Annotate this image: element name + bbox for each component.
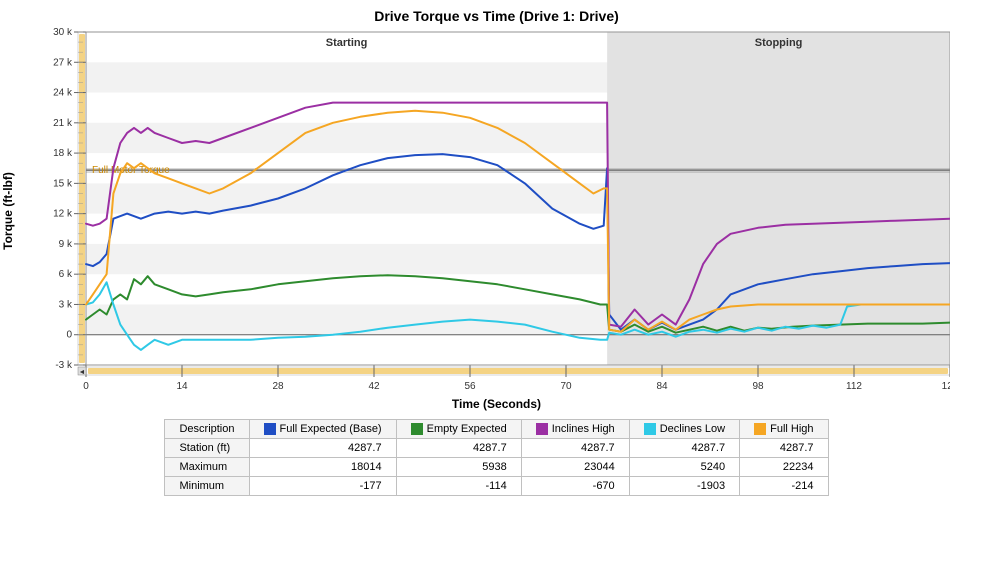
svg-text:◄: ◄ (79, 369, 86, 376)
svg-text:-3 k: -3 k (55, 360, 73, 371)
legend-col-header: Full Expected (Base) (249, 420, 396, 439)
table-cell: 23044 (521, 458, 629, 477)
svg-text:27 k: 27 k (53, 57, 73, 68)
line-chart: Starting Stopping -3 k 0 3 k 6 k 9 k 12 k 15 k 18… (50, 28, 950, 393)
svg-text:70: 70 (560, 381, 572, 392)
svg-text:84: 84 (656, 381, 668, 392)
table-cell: 4287.7 (249, 439, 396, 458)
svg-text:56: 56 (464, 381, 476, 392)
svg-text:12 k: 12 k (53, 209, 73, 220)
svg-text:30 k: 30 k (53, 28, 73, 38)
table-row-header: Maximum (165, 458, 249, 477)
table-cell: -670 (521, 477, 629, 496)
svg-text:9 k: 9 k (59, 239, 73, 250)
legend-swatch (536, 423, 548, 435)
table-row-header: Minimum (165, 477, 249, 496)
table-header: Description (165, 420, 249, 439)
x-axis-label: Time (Seconds) (0, 393, 993, 419)
svg-text:28: 28 (272, 381, 284, 392)
table-cell: 5240 (629, 458, 739, 477)
legend-table-wrap: DescriptionFull Expected (Base)Empty Exp… (0, 419, 993, 496)
svg-text:0: 0 (83, 381, 89, 392)
table-cell: 5938 (396, 458, 521, 477)
legend-swatch (644, 423, 656, 435)
svg-text:15 k: 15 k (53, 178, 73, 189)
svg-text:18 k: 18 k (53, 148, 73, 159)
chart-title: Drive Torque vs Time (Drive 1: Drive) (0, 0, 993, 28)
svg-text:3 k: 3 k (59, 299, 73, 310)
legend-swatch (754, 423, 766, 435)
svg-text:14: 14 (176, 381, 188, 392)
legend-col-header: Full High (740, 420, 828, 439)
table-cell: 4287.7 (396, 439, 521, 458)
svg-text:126: 126 (942, 381, 950, 392)
svg-text:Starting: Starting (326, 37, 368, 49)
legend-table: DescriptionFull Expected (Base)Empty Exp… (164, 419, 828, 496)
table-cell: 4287.7 (629, 439, 739, 458)
legend-swatch (411, 423, 423, 435)
table-cell: 22234 (740, 458, 828, 477)
table-cell: -114 (396, 477, 521, 496)
svg-text:Stopping: Stopping (755, 37, 803, 49)
y-axis-label: Torque (ft-lbf) (1, 172, 15, 250)
table-cell: 4287.7 (740, 439, 828, 458)
table-row-header: Station (ft) (165, 439, 249, 458)
legend-swatch (264, 423, 276, 435)
legend-col-header: Inclines High (521, 420, 629, 439)
svg-text:6 k: 6 k (59, 269, 73, 280)
svg-text:24 k: 24 k (53, 88, 73, 99)
svg-text:0: 0 (66, 330, 72, 341)
table-cell: 4287.7 (521, 439, 629, 458)
chart-area: Torque (ft-lbf) StartingStopping-3 k03 k… (50, 28, 987, 393)
legend-col-header: Empty Expected (396, 420, 521, 439)
svg-text:42: 42 (368, 381, 380, 392)
table-cell: -214 (740, 477, 828, 496)
table-cell: 18014 (249, 458, 396, 477)
table-cell: -1903 (629, 477, 739, 496)
legend-col-header: Declines Low (629, 420, 739, 439)
svg-text:21 k: 21 k (53, 118, 73, 129)
svg-text:112: 112 (846, 381, 862, 392)
svg-text:98: 98 (752, 381, 764, 392)
table-cell: -177 (249, 477, 396, 496)
